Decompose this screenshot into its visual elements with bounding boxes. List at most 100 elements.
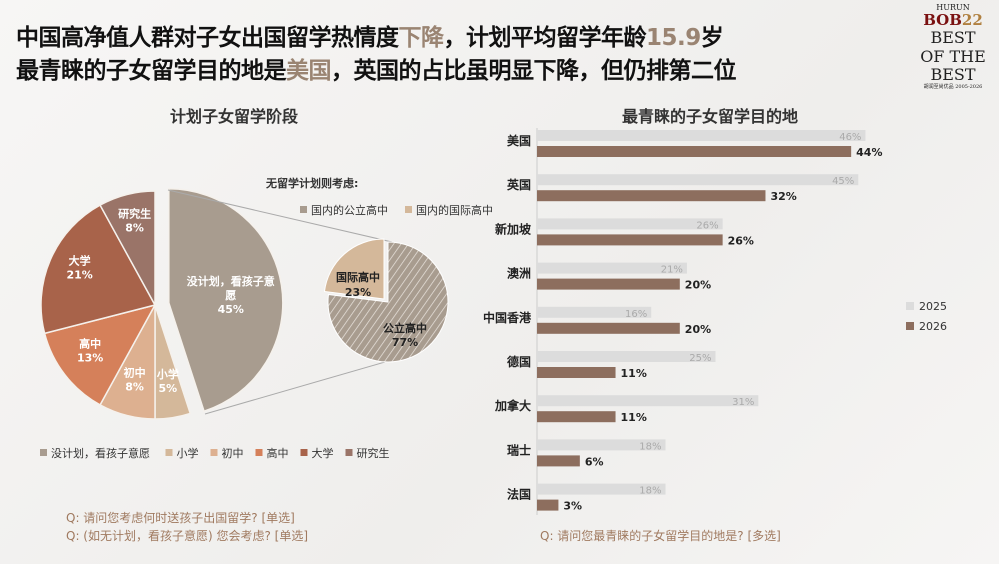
legend-swatch bbox=[906, 302, 914, 310]
legend-swatch bbox=[40, 449, 47, 456]
bar-category-label: 美国 bbox=[507, 133, 531, 148]
bar-value-label: 11% bbox=[621, 411, 647, 424]
legend-label: 国内的国际高中 bbox=[416, 203, 493, 217]
pie-value: 8% bbox=[125, 221, 144, 234]
headline-text: 岁 bbox=[700, 25, 724, 51]
bar-2025 bbox=[537, 483, 666, 495]
bar-value-label: 6% bbox=[585, 455, 604, 468]
question-1: Q: 请问您考虑何时送孩子出国留学? [单选] bbox=[66, 511, 295, 525]
subpie-label: 公立高中 bbox=[383, 321, 427, 335]
bar-value-label: 3% bbox=[563, 500, 582, 513]
headline-text: 中国高净值人群对子女出国留学热情度 bbox=[16, 25, 399, 51]
subpie-value: 23% bbox=[345, 286, 371, 299]
bar-2026 bbox=[537, 190, 766, 202]
bar-2025 bbox=[537, 395, 759, 407]
bar-value-label: 20% bbox=[685, 279, 711, 292]
bar-value-label: 26% bbox=[696, 220, 718, 231]
bar-value-label: 31% bbox=[732, 397, 754, 408]
headline-text: ，计划平均留学年龄 bbox=[443, 25, 647, 51]
bar-category-label: 加拿大 bbox=[494, 398, 531, 413]
bar-category-label: 瑞士 bbox=[507, 442, 531, 457]
bar-value-label: 46% bbox=[839, 132, 861, 143]
legend-swatch bbox=[405, 206, 412, 213]
bar-category-label: 法国 bbox=[507, 487, 531, 502]
pie-slice-3 bbox=[43, 303, 157, 406]
bar-2025 bbox=[537, 174, 859, 186]
bar-2026 bbox=[537, 455, 580, 467]
bar-category-label: 德国 bbox=[507, 354, 531, 369]
headline-1: 中国高净值人群对子女出国留学热情度下降，计划平均留学年龄15.9岁 bbox=[16, 18, 724, 52]
bar-category-label: 中国香港 bbox=[483, 310, 532, 325]
bar-2026 bbox=[537, 234, 723, 246]
bar-2026 bbox=[537, 367, 616, 378]
pie-slice-5 bbox=[99, 190, 156, 306]
pie-label: 初中 bbox=[124, 366, 146, 380]
pie-label: 没计划，看孩子意 bbox=[187, 274, 275, 288]
bar-value-label: 11% bbox=[621, 367, 647, 380]
legend-label: 大学 bbox=[312, 446, 334, 460]
bar-2025 bbox=[537, 306, 652, 318]
bar-2026 bbox=[537, 499, 559, 511]
bar-2026 bbox=[537, 278, 680, 290]
pie-label: 小学 bbox=[156, 367, 179, 381]
bar-value-label: 21% bbox=[661, 265, 683, 276]
bar-category-label: 新加坡 bbox=[495, 221, 532, 236]
legend-label: 小学 bbox=[177, 446, 199, 460]
bar-value-label: 45% bbox=[832, 176, 854, 187]
bar-category-label: 澳洲 bbox=[507, 266, 531, 281]
bar-2025 bbox=[537, 218, 723, 230]
bar-2026 bbox=[537, 146, 852, 157]
hurun-logo: HURUN BOB22 BEST OF THE BEST 胡润至尚优品 2005… bbox=[920, 3, 986, 90]
headline-highlight: 下降 bbox=[398, 25, 445, 51]
connector-line bbox=[167, 189, 393, 243]
bar-2026 bbox=[537, 411, 616, 423]
bar-value-label: 18% bbox=[639, 486, 661, 497]
bar-title: 最青睐的子女留学目的地 bbox=[622, 107, 799, 126]
headline-text: 最青睐的子女留学目的地是 bbox=[16, 58, 287, 84]
headline-highlight: 15.9 bbox=[646, 25, 701, 51]
headline-highlight: 美国 bbox=[286, 58, 332, 84]
legend-swatch bbox=[300, 449, 308, 456]
pie-value: 21% bbox=[66, 268, 92, 281]
pie-label: 研究生 bbox=[118, 206, 151, 220]
question-2: Q: (如无计划，看孩子意愿) 您会考虑? [单选] bbox=[66, 529, 309, 543]
bar-2025 bbox=[537, 130, 866, 141]
bar-value-label: 32% bbox=[770, 190, 796, 203]
bar-2025 bbox=[537, 439, 666, 451]
legend-swatch bbox=[165, 449, 173, 456]
pie-slice-4 bbox=[40, 204, 157, 335]
subpie-slice-public bbox=[327, 241, 449, 363]
legend-label: 国内的公立高中 bbox=[311, 203, 388, 217]
legend-label: 2025 bbox=[919, 300, 947, 313]
legend-swatch bbox=[255, 449, 263, 456]
pie-label: 大学 bbox=[69, 253, 91, 267]
subpie-value: 77% bbox=[392, 336, 418, 349]
legend-swatch bbox=[906, 322, 914, 330]
legend-label: 研究生 bbox=[357, 446, 390, 460]
legend-swatch bbox=[345, 449, 353, 456]
pie-value: 8% bbox=[125, 381, 144, 394]
pie-label: 高中 bbox=[79, 336, 101, 350]
pie-title: 计划子女留学阶段 bbox=[170, 107, 299, 126]
subpie-slice-intl bbox=[323, 238, 385, 300]
bar-2025 bbox=[537, 351, 716, 362]
bar-value-label: 16% bbox=[625, 309, 647, 320]
bar-2025 bbox=[537, 262, 687, 274]
headline-text: ，英国的占比虽明显下降，但仍排第二位 bbox=[331, 58, 737, 84]
headline-2: 最青睐的子女留学目的地是美国，英国的占比虽明显下降，但仍排第二位 bbox=[16, 51, 737, 85]
legend-label: 初中 bbox=[222, 446, 244, 460]
pie-label: 愿 bbox=[225, 289, 236, 302]
bar-value-label: 44% bbox=[856, 146, 882, 159]
pie-slice-0 bbox=[168, 188, 284, 413]
legend-label: 高中 bbox=[267, 446, 289, 460]
pie-value: 5% bbox=[158, 382, 177, 395]
bar-value-label: 26% bbox=[728, 234, 754, 247]
legend-label: 2026 bbox=[919, 320, 947, 333]
bar-value-label: 20% bbox=[685, 323, 711, 336]
bar-value-label: 18% bbox=[639, 441, 661, 452]
legend-swatch bbox=[210, 449, 218, 456]
bar-value-label: 25% bbox=[689, 353, 711, 364]
connector-line bbox=[204, 361, 386, 415]
pie-value: 13% bbox=[77, 351, 103, 364]
